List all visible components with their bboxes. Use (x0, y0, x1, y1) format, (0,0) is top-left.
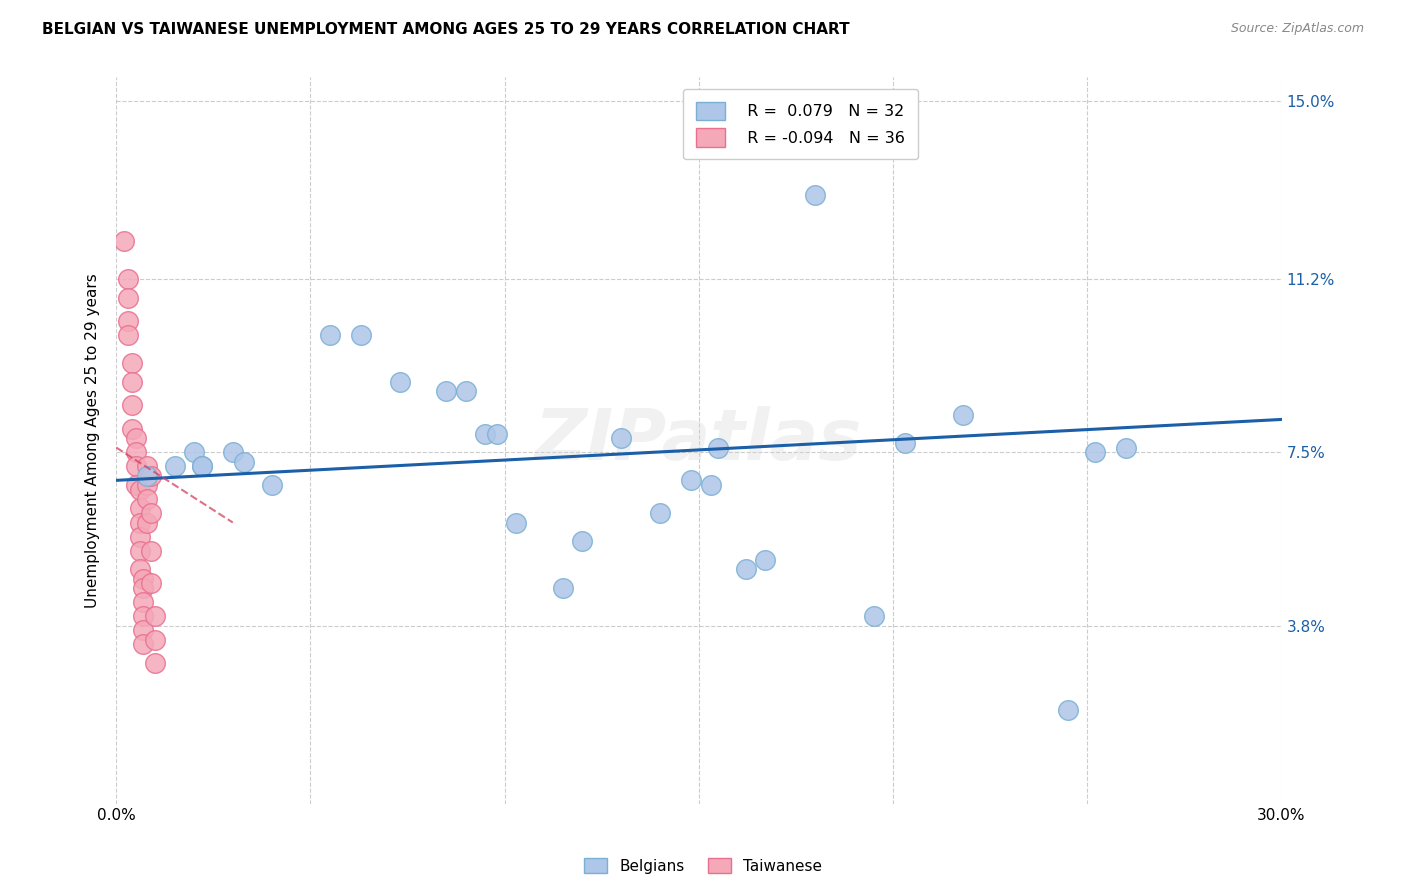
Point (136, 492, 159, 507)
Point (222, 445, 245, 459)
Legend: Belgians, Taiwanese: Belgians, Taiwanese (578, 852, 828, 880)
Point (1057, 703, 1080, 717)
Point (183, 445, 205, 459)
Point (143, 632, 166, 647)
Point (474, 426, 496, 441)
Text: Source: ZipAtlas.com: Source: ZipAtlas.com (1230, 22, 1364, 36)
Point (699, 478, 721, 492)
Point (141, 543, 163, 558)
Text: BELGIAN VS TAIWANESE UNEMPLOYMENT AMONG AGES 25 TO 29 YEARS CORRELATION CHART: BELGIAN VS TAIWANESE UNEMPLOYMENT AMONG … (42, 22, 849, 37)
Point (136, 459, 159, 474)
Point (734, 562, 756, 576)
Point (505, 516, 527, 530)
Point (319, 328, 342, 343)
Point (128, 530, 150, 544)
Point (1084, 445, 1107, 459)
Point (893, 435, 915, 450)
Point (121, 356, 143, 370)
Point (132, 581, 155, 595)
Point (454, 384, 477, 399)
Point (610, 431, 633, 445)
Point (141, 468, 163, 483)
Point (117, 314, 139, 328)
Point (117, 328, 139, 343)
Point (350, 328, 373, 343)
Legend:   R =  0.079   N = 32,   R = -0.094   N = 36: R = 0.079 N = 32, R = -0.094 N = 36 (683, 89, 918, 160)
Point (121, 375, 143, 389)
Point (260, 478, 283, 492)
Point (648, 506, 671, 520)
Point (952, 408, 974, 422)
Point (117, 272, 139, 286)
Point (132, 637, 155, 651)
Point (117, 291, 139, 305)
Point (571, 534, 593, 549)
Point (121, 422, 143, 436)
Text: ZIPatlas: ZIPatlas (536, 406, 863, 475)
Point (136, 468, 159, 483)
Point (125, 459, 148, 474)
Point (862, 609, 884, 624)
Point (128, 543, 150, 558)
Point (132, 595, 155, 609)
Point (112, 235, 135, 249)
Point (707, 441, 730, 455)
Point (125, 478, 148, 492)
Point (128, 516, 150, 530)
Point (136, 516, 159, 530)
Point (485, 426, 508, 441)
Point (190, 459, 212, 474)
Point (436, 384, 458, 399)
Point (143, 656, 166, 670)
Point (163, 459, 186, 474)
Y-axis label: Unemployment Among Ages 25 to 29 years: Unemployment Among Ages 25 to 29 years (86, 273, 100, 608)
Point (143, 609, 166, 624)
Point (128, 483, 150, 497)
Point (1115, 441, 1137, 455)
Point (551, 581, 574, 595)
Point (121, 398, 143, 412)
Point (132, 609, 155, 624)
Point (804, 187, 827, 202)
Point (754, 553, 776, 567)
Point (125, 431, 148, 445)
Point (136, 478, 159, 492)
Point (132, 572, 155, 586)
Point (388, 375, 411, 389)
Point (141, 506, 163, 520)
Point (128, 501, 150, 516)
Point (141, 576, 163, 591)
Point (233, 455, 256, 469)
Point (681, 474, 703, 488)
Point (128, 562, 150, 576)
Point (190, 459, 212, 474)
Point (132, 624, 155, 638)
Point (125, 445, 148, 459)
